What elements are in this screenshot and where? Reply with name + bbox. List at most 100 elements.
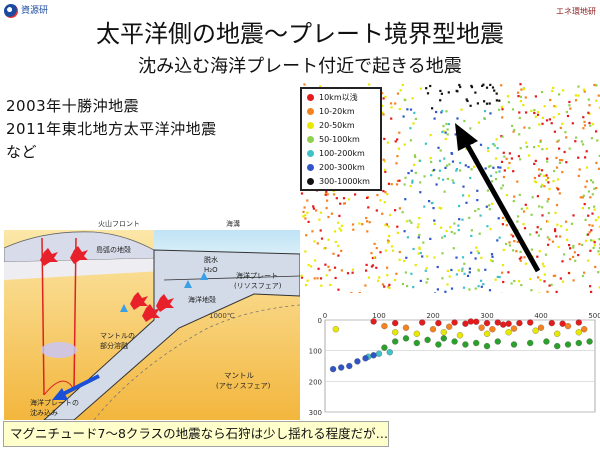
epicenter-dot — [507, 166, 510, 170]
epicenter-dot — [546, 236, 549, 239]
epicenter-dot — [396, 138, 399, 141]
epicenter-dot — [505, 157, 508, 160]
epicenter-dot — [480, 256, 483, 259]
epicenter-dot — [366, 230, 369, 233]
epicenter-dot — [337, 221, 340, 224]
epicenter-dot — [598, 238, 600, 241]
epicenter-dot — [503, 169, 506, 172]
epicenter-dot — [432, 207, 435, 210]
epicenter-dot — [537, 276, 540, 279]
epicenter-dot — [590, 239, 593, 242]
epicenter-dot — [579, 196, 582, 199]
epicenter-dot — [447, 123, 450, 126]
epicenter-dot — [444, 290, 447, 293]
epicenter-dot — [556, 223, 559, 226]
epicenter-dot — [446, 133, 449, 136]
epicenter-dot — [368, 83, 371, 86]
epicenter-dot — [581, 207, 584, 210]
epicenter-dot — [543, 273, 546, 276]
epicenter-dot — [386, 266, 389, 269]
epicenter-dot — [533, 111, 536, 115]
epicenter-dot — [370, 252, 373, 255]
epicenter-dot — [588, 224, 591, 227]
event-item: 2003年十勝沖地震 — [6, 97, 140, 115]
epicenter-dot — [382, 190, 385, 193]
header-bar — [0, 0, 600, 22]
epicenter-dot — [503, 155, 506, 158]
epicenter-dot — [455, 256, 458, 259]
mantle-label: マントル — [224, 371, 254, 380]
scatter-point — [532, 327, 539, 334]
epicenter-dot — [592, 239, 595, 242]
epicenter-dot — [519, 95, 522, 98]
epicenter-dot — [582, 127, 585, 130]
epicenter-dot — [501, 223, 504, 226]
epicenter-dot — [395, 162, 398, 165]
epicenter-dot — [555, 204, 559, 207]
epicenter-dot — [518, 111, 521, 114]
epicenter-dot — [508, 161, 511, 165]
epicenter-dot — [550, 122, 553, 125]
epicenter-dot — [520, 256, 523, 259]
epicenter-dot — [315, 209, 318, 212]
epicenter-dot — [587, 214, 590, 217]
epicenter-dot — [512, 170, 515, 173]
epicenter-dot — [587, 111, 590, 114]
epicenter-dot — [494, 278, 497, 281]
epicenter-dot — [437, 177, 440, 180]
epicenter-dot — [396, 155, 399, 158]
epicenter-dot — [500, 187, 503, 190]
epicenter-dot — [306, 279, 309, 282]
epicenter-dot — [332, 252, 335, 255]
epicenter-dot — [561, 260, 564, 263]
epicenter-dot — [489, 83, 492, 86]
epicenter-dot — [516, 220, 519, 223]
epicenter-dot — [498, 236, 501, 239]
epicenter-dot — [403, 259, 406, 262]
epicenter-dot — [522, 210, 526, 213]
epicenter-dot — [519, 259, 522, 262]
epicenter-dot — [401, 211, 404, 214]
scatter-point — [581, 326, 588, 333]
epicenter-dot — [528, 154, 531, 157]
epicenter-dot — [541, 262, 544, 265]
epicenter-dot — [582, 116, 585, 119]
scatter-point — [440, 335, 447, 342]
epicenter-dot — [597, 271, 600, 274]
epicenter-dot — [319, 211, 323, 214]
epicenter-dot — [502, 248, 505, 251]
epicenter-dot — [418, 233, 421, 236]
epicenter-dot — [545, 179, 548, 182]
epicenter-dot — [536, 226, 539, 229]
scatter-point — [413, 330, 420, 337]
epicenter-dot — [572, 279, 575, 282]
epicenter-dot — [337, 288, 340, 291]
epicenter-dot — [598, 106, 600, 109]
epicenter-dot — [525, 141, 528, 144]
epicenter-dot — [404, 176, 407, 179]
epicenter-dot — [480, 285, 483, 288]
epicenter-dot — [559, 126, 562, 129]
epicenter-dot — [413, 111, 416, 114]
epicenter-dot — [508, 152, 511, 155]
epicenter-dot — [465, 201, 468, 204]
isotherm-label: 1000℃ — [209, 312, 235, 320]
epicenter-dot — [561, 280, 565, 283]
epicenter-dot — [558, 161, 561, 164]
epicenter-dot — [446, 128, 449, 131]
epicenter-dot — [423, 205, 426, 208]
epicenter-dot — [583, 120, 586, 123]
epicenter-dot — [479, 214, 482, 217]
epicenter-dot — [384, 224, 387, 227]
epicenter-dot — [480, 279, 483, 282]
epicenter-dot — [554, 211, 557, 214]
epicenter-dot — [389, 213, 392, 217]
epicenter-dot — [401, 83, 404, 87]
epicenter-dot — [518, 133, 521, 136]
epicenter-dot — [486, 189, 489, 192]
epicenter-dot — [442, 178, 445, 181]
epicenter-dot — [596, 139, 599, 142]
epicenter-dot — [364, 284, 367, 287]
epicenter-dot — [497, 108, 501, 111]
epicenter-dot — [429, 157, 432, 160]
